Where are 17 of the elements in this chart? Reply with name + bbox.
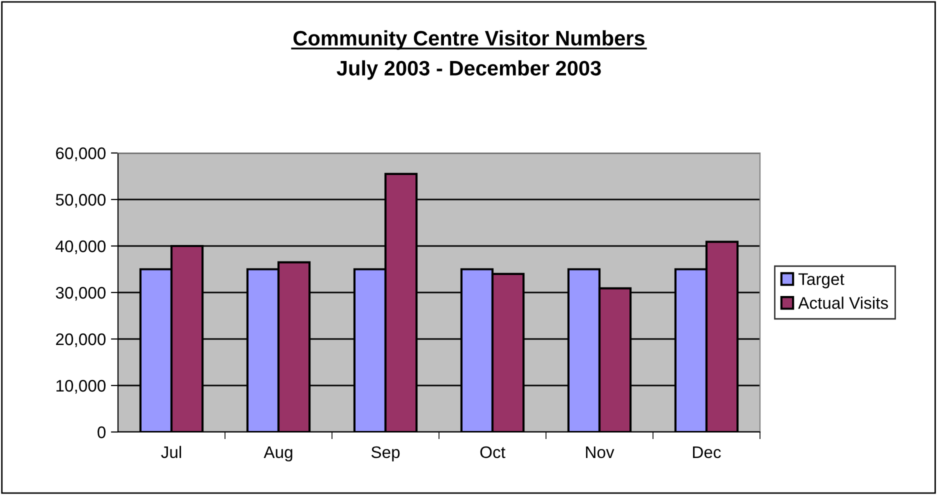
y-tick-label: 20,000 xyxy=(56,333,106,348)
legend-label: Actual Visits xyxy=(798,296,888,309)
y-tick-label: 50,000 xyxy=(56,194,106,208)
chart-subtitle: July 2003 - December 2003 xyxy=(336,60,601,80)
y-tick-label: 30,000 xyxy=(56,286,106,301)
y-tick-label: 40,000 xyxy=(56,240,106,254)
x-tick-label: Aug xyxy=(264,446,292,462)
x-tick-label: Dec xyxy=(693,446,721,458)
y-tick-label: 10,000 xyxy=(56,380,106,394)
x-tick-label: Oct xyxy=(480,446,506,458)
x-tick-label: Jul xyxy=(161,446,182,458)
y-tick-label: 0 xyxy=(98,426,106,438)
legend-label: Target xyxy=(798,273,844,288)
chart-title: Community Centre Visitor Numbers xyxy=(294,30,645,50)
x-tick-label: Nov xyxy=(586,446,614,458)
y-tick-label: 60,000 xyxy=(56,147,106,162)
x-tick-label: Sep xyxy=(371,446,400,462)
